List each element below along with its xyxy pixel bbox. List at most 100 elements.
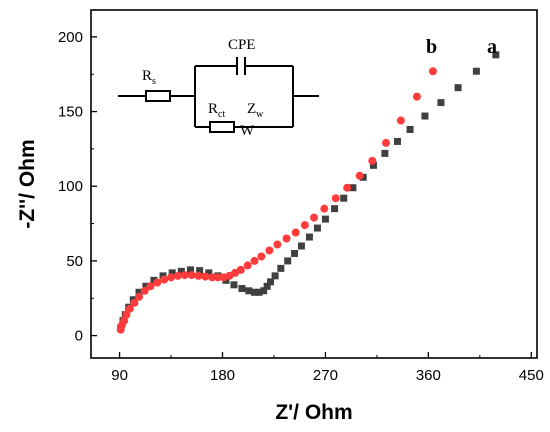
zw-label: Zw — [247, 101, 264, 120]
data-point-a — [186, 266, 194, 274]
data-point-b — [368, 156, 377, 165]
data-point-b — [194, 271, 203, 280]
data-point-a — [349, 184, 357, 192]
data-point-b — [130, 298, 139, 307]
data-point-a — [369, 161, 377, 169]
x-axis-title: Z'/ Ohm — [275, 401, 352, 424]
data-point-a — [263, 282, 271, 290]
data-point-b — [180, 271, 189, 280]
series-a — [117, 51, 500, 332]
x-tick-label: 360 — [416, 367, 441, 384]
data-point-b — [310, 213, 318, 222]
data-point-a — [271, 272, 279, 280]
data-point-a — [251, 288, 259, 296]
data-point-a — [492, 51, 500, 59]
y-tick-label: 200 — [58, 29, 83, 46]
data-point-a — [255, 288, 263, 296]
data-point-a — [135, 288, 143, 296]
data-point-b — [243, 261, 252, 270]
y-tick-label: 50 — [66, 253, 83, 270]
data-point-b — [173, 271, 182, 280]
data-point-b — [201, 272, 210, 281]
x-tick-label: 90 — [111, 367, 128, 384]
equivalent-circuit — [118, 57, 319, 133]
data-point-a — [284, 257, 292, 265]
series-label-a: a — [487, 36, 497, 58]
data-point-b — [343, 183, 352, 192]
data-point-a — [305, 233, 313, 241]
data-point-b — [140, 286, 149, 295]
data-point-b — [396, 116, 405, 125]
plot-frame — [90, 9, 538, 359]
data-point-b — [122, 310, 131, 319]
data-point-b — [320, 204, 329, 213]
data-point-a — [393, 137, 401, 145]
data-point-a — [230, 281, 238, 289]
data-point-b — [236, 265, 245, 274]
resistor-rs — [145, 90, 171, 102]
data-point-b — [187, 271, 196, 280]
data-point-a — [472, 67, 480, 75]
data-point-b — [257, 252, 266, 261]
rs-label: Rs — [142, 68, 156, 87]
data-point-a — [196, 267, 204, 275]
rct-label: Rct — [208, 101, 225, 120]
data-point-a — [313, 224, 321, 232]
data-point-a — [238, 285, 246, 293]
resistor-rct — [209, 121, 235, 133]
x-tick-label: 180 — [210, 367, 235, 384]
data-point-b — [331, 194, 340, 203]
w-label: W — [240, 123, 255, 139]
y-tick-label: 150 — [58, 104, 83, 121]
y-axis-title: -Z''/ Ohm — [16, 139, 39, 228]
data-point-b — [382, 138, 391, 147]
data-point-b — [412, 92, 421, 101]
data-point-a — [437, 99, 445, 107]
series-label-b: b — [426, 36, 437, 58]
data-point-b — [167, 273, 176, 282]
data-point-b — [153, 278, 162, 287]
data-point-b — [160, 275, 169, 284]
data-point-b — [428, 67, 437, 76]
data-point-b — [208, 273, 217, 282]
data-point-b — [291, 228, 300, 237]
data-point-a — [205, 269, 213, 277]
data-point-a — [260, 287, 268, 295]
cpe-label: CPE — [228, 37, 256, 53]
data-point-b — [265, 246, 274, 255]
data-point-a — [142, 282, 150, 290]
data-point-a — [291, 249, 299, 257]
data-point-a — [381, 149, 389, 157]
y-tick-label: 100 — [58, 178, 83, 195]
data-point-b — [300, 221, 309, 230]
data-point-b — [250, 256, 259, 265]
data-point-b — [213, 273, 222, 282]
data-point-a — [150, 276, 158, 284]
data-point-a — [406, 125, 414, 133]
data-point-a — [267, 278, 275, 286]
data-point-a — [168, 269, 176, 277]
series-layer — [116, 51, 500, 334]
data-point-b — [273, 240, 282, 249]
data-point-b — [146, 282, 155, 291]
data-point-a — [331, 205, 339, 213]
data-point-a — [454, 84, 462, 92]
data-point-a — [321, 215, 329, 223]
data-point-a — [297, 242, 305, 250]
data-point-a — [177, 267, 185, 275]
x-tick-label: 450 — [519, 367, 544, 384]
series-b — [116, 67, 437, 334]
data-point-b — [282, 234, 291, 243]
data-point-a — [340, 194, 348, 202]
x-tick-label: 270 — [313, 367, 338, 384]
y-tick-label: 0 — [75, 328, 83, 345]
y-axis-ticks: 0 50 100 150 200 — [58, 29, 97, 345]
data-point-b — [135, 292, 144, 301]
data-point-a — [245, 287, 253, 295]
data-point-a — [421, 112, 429, 120]
data-point-b — [355, 171, 364, 180]
data-point-a — [277, 264, 285, 272]
x-axis-ticks: 90 180 270 360 450 — [111, 352, 544, 384]
data-point-b — [125, 304, 134, 313]
